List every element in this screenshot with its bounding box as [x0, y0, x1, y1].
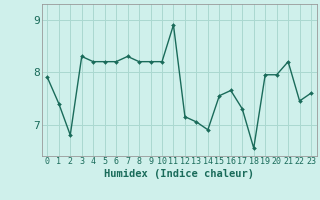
X-axis label: Humidex (Indice chaleur): Humidex (Indice chaleur) [104, 169, 254, 179]
